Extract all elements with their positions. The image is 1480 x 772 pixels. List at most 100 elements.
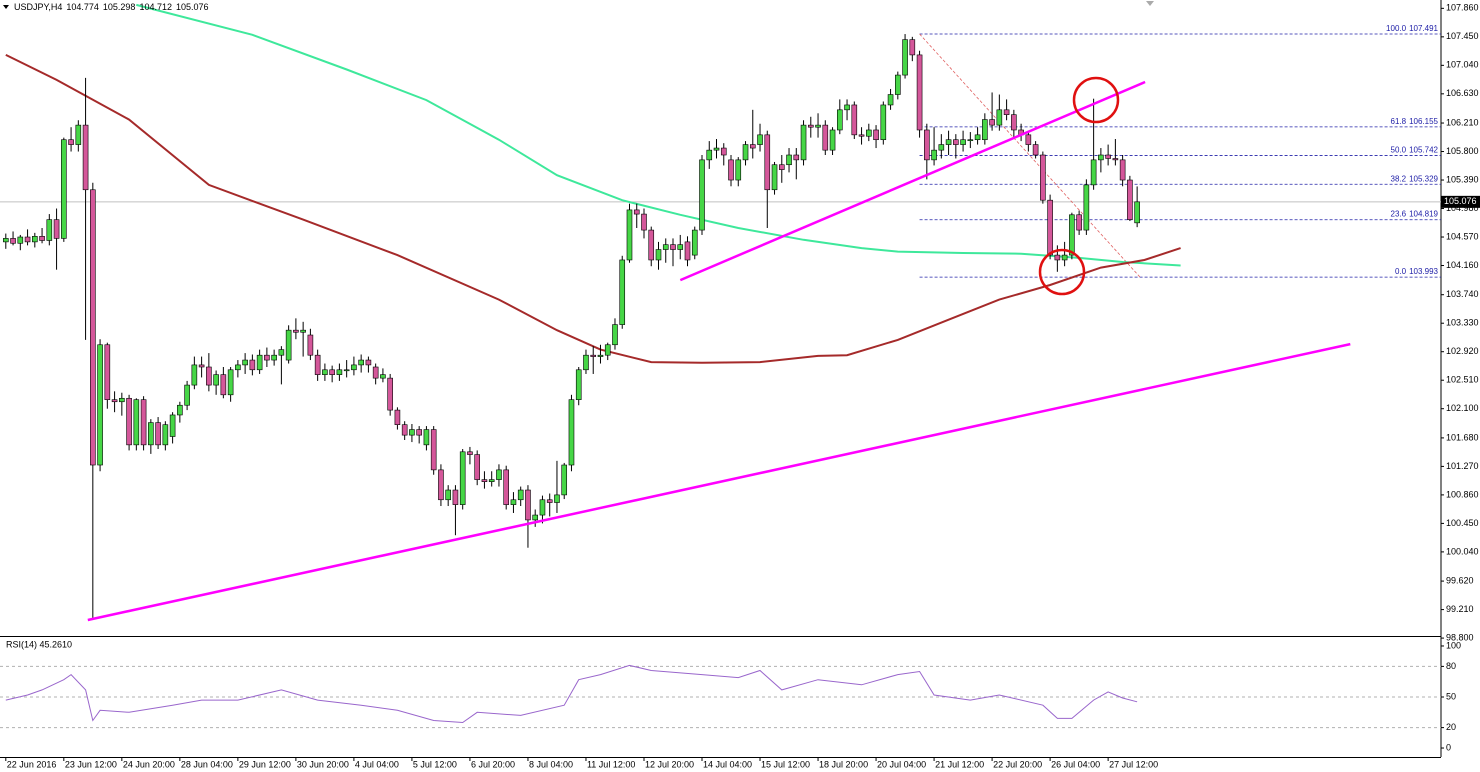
candle-body: [61, 139, 67, 239]
candle-body: [662, 244, 669, 250]
symbol-icon: [3, 5, 9, 9]
candle-body: [133, 399, 140, 446]
candle-body: [546, 499, 553, 503]
candle-body: [481, 479, 488, 482]
y-tick-label: 106.630: [1446, 88, 1479, 98]
candle-body: [256, 354, 263, 371]
candle-body: [742, 144, 749, 161]
candle-body: [706, 149, 713, 161]
candle-body: [1134, 201, 1140, 224]
candle-body: [604, 344, 611, 356]
candle-body: [619, 259, 626, 325]
candle-body: [322, 369, 328, 375]
fib-level-price: 103.993: [1409, 267, 1438, 276]
candle-body: [945, 139, 952, 145]
candle-body: [924, 129, 930, 161]
candle-body: [1032, 144, 1039, 156]
candle-body: [119, 397, 125, 403]
candle-body: [699, 159, 705, 231]
candle-body: [525, 489, 531, 521]
candle-body: [626, 209, 633, 261]
candle-body: [771, 164, 778, 191]
current-price-label: 105.076: [1444, 196, 1477, 206]
candle-body: [597, 354, 604, 357]
rsi-label: RSI(14) 45.2610: [6, 639, 72, 649]
candle-body: [177, 404, 183, 416]
x-tick-label: 21 Jul 12:00: [935, 759, 984, 769]
candle-body: [974, 134, 981, 141]
candle-body: [895, 74, 901, 95]
candle-body: [517, 489, 524, 501]
candle-body: [996, 109, 1003, 126]
candle-body: [162, 424, 169, 446]
candle-body: [793, 154, 800, 161]
candle-body: [1105, 154, 1111, 159]
candle-body: [967, 139, 974, 142]
candle-body: [1011, 114, 1017, 131]
fib-level-pct: 38.2: [1391, 174, 1407, 183]
candle-body: [140, 399, 147, 446]
fib-level-price: 104.819: [1409, 210, 1438, 219]
fib-level-price: 105.742: [1409, 146, 1438, 155]
candle-body: [300, 329, 306, 333]
candle-body: [677, 244, 684, 250]
y-tick-label: 102.510: [1446, 375, 1479, 385]
candle-body: [590, 354, 597, 357]
x-tick-label: 4 Jul 04:00: [355, 759, 399, 769]
symbol: USDJPY,H4: [14, 2, 62, 12]
candle-body: [931, 149, 937, 161]
candle-body: [416, 429, 422, 436]
candle-body: [409, 429, 415, 436]
x-tick-label: 23 Jun 12:00: [65, 759, 117, 769]
candle-body: [90, 189, 96, 466]
candle-body: [10, 238, 16, 244]
y-tick-label: 102.920: [1446, 346, 1479, 356]
candle-body: [46, 219, 53, 241]
candle-body: [510, 499, 517, 505]
candle-body: [314, 354, 321, 375]
fib-label: 38.2 105.329: [1391, 174, 1439, 183]
x-tick-label: 26 Jul 04:00: [1051, 759, 1100, 769]
candle-body: [1112, 158, 1119, 161]
x-tick-label: 18 Jul 20:00: [819, 759, 868, 769]
candle-body: [227, 369, 234, 396]
candle-body: [822, 124, 829, 151]
candle-body: [285, 329, 292, 361]
fib-level-pct: 61.8: [1391, 117, 1407, 126]
candle-body: [844, 104, 850, 111]
candle-body: [68, 139, 74, 145]
candle-body: [220, 374, 227, 396]
candle-body: [749, 144, 756, 149]
candle-body: [148, 422, 154, 446]
x-tick-label: 22 Jul 20:00: [993, 759, 1042, 769]
candle-body: [184, 384, 190, 406]
candle-body: [474, 454, 480, 480]
candle-body: [271, 354, 277, 361]
highlight-circle: [1038, 248, 1086, 296]
candle-body: [960, 139, 966, 145]
y-tick-label: 107.450: [1446, 31, 1479, 41]
candle-body: [1054, 254, 1061, 261]
x-tick-label: 30 Jun 20:00: [297, 759, 349, 769]
candle-body: [438, 469, 444, 501]
x-tick-label: 22 Jun 2016: [7, 759, 57, 769]
y-tick-label: 107.860: [1446, 3, 1479, 13]
fib-label: 100.0 107.491: [1386, 24, 1439, 33]
x-tick-label: 12 Jul 20:00: [645, 759, 694, 769]
candle-body: [198, 364, 205, 368]
x-tick-label: 27 Jul 12:00: [1109, 759, 1158, 769]
candle-body: [866, 129, 872, 137]
candle-body: [887, 94, 894, 106]
y-tick-label: 101.270: [1446, 461, 1479, 471]
candle-body: [358, 359, 364, 366]
candle-body: [380, 374, 386, 379]
candle-body: [235, 364, 241, 371]
header-price: 105.298: [103, 2, 136, 12]
y-tick-label: 99.620: [1446, 575, 1474, 585]
x-tick-label: 14 Jul 04:00: [703, 759, 752, 769]
candle-body: [757, 134, 763, 145]
fib-label: 61.8 106.155: [1391, 117, 1439, 126]
candle-body: [293, 329, 299, 333]
